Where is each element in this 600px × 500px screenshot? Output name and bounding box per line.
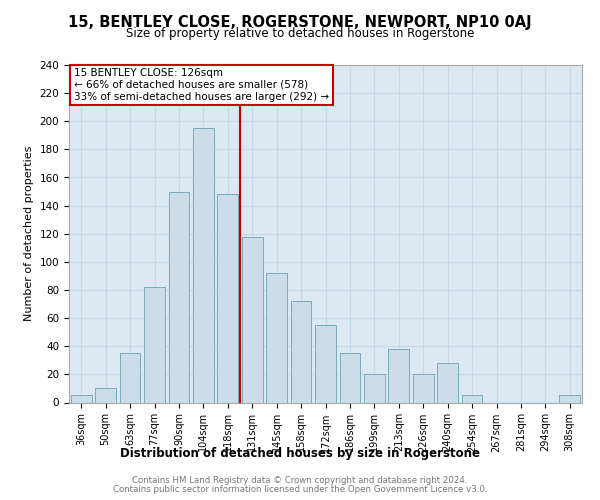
Bar: [461, 396, 482, 402]
Text: Size of property relative to detached houses in Rogerstone: Size of property relative to detached ho…: [126, 28, 474, 40]
Bar: [95, 388, 116, 402]
Bar: [144, 287, 165, 403]
Text: 15 BENTLEY CLOSE: 126sqm
← 66% of detached houses are smaller (578)
33% of semi-: 15 BENTLEY CLOSE: 126sqm ← 66% of detach…: [74, 68, 329, 102]
Bar: [559, 396, 580, 402]
Bar: [413, 374, 434, 402]
Bar: [315, 325, 336, 402]
Bar: [340, 354, 361, 403]
Y-axis label: Number of detached properties: Number of detached properties: [24, 146, 34, 322]
Bar: [193, 128, 214, 402]
Bar: [290, 301, 311, 402]
Bar: [217, 194, 238, 402]
Bar: [242, 236, 263, 402]
Bar: [119, 354, 140, 403]
Bar: [437, 363, 458, 403]
Text: 15, BENTLEY CLOSE, ROGERSTONE, NEWPORT, NP10 0AJ: 15, BENTLEY CLOSE, ROGERSTONE, NEWPORT, …: [68, 15, 532, 30]
Bar: [266, 273, 287, 402]
Text: Contains HM Land Registry data © Crown copyright and database right 2024.: Contains HM Land Registry data © Crown c…: [132, 476, 468, 485]
Bar: [364, 374, 385, 402]
Bar: [388, 349, 409, 403]
Bar: [169, 192, 190, 402]
Text: Contains public sector information licensed under the Open Government Licence v3: Contains public sector information licen…: [113, 485, 487, 494]
Text: Distribution of detached houses by size in Rogerstone: Distribution of detached houses by size …: [120, 448, 480, 460]
Bar: [71, 396, 92, 402]
